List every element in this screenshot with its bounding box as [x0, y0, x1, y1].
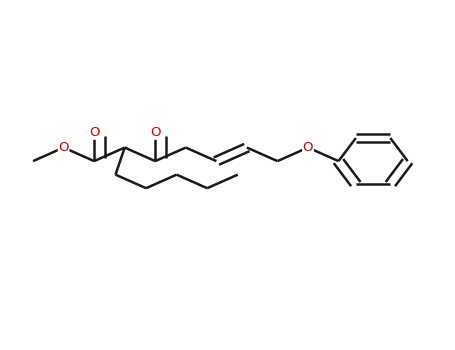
Text: O: O	[303, 141, 313, 154]
Text: O: O	[150, 126, 161, 139]
Text: O: O	[58, 141, 69, 154]
Text: O: O	[89, 126, 99, 139]
